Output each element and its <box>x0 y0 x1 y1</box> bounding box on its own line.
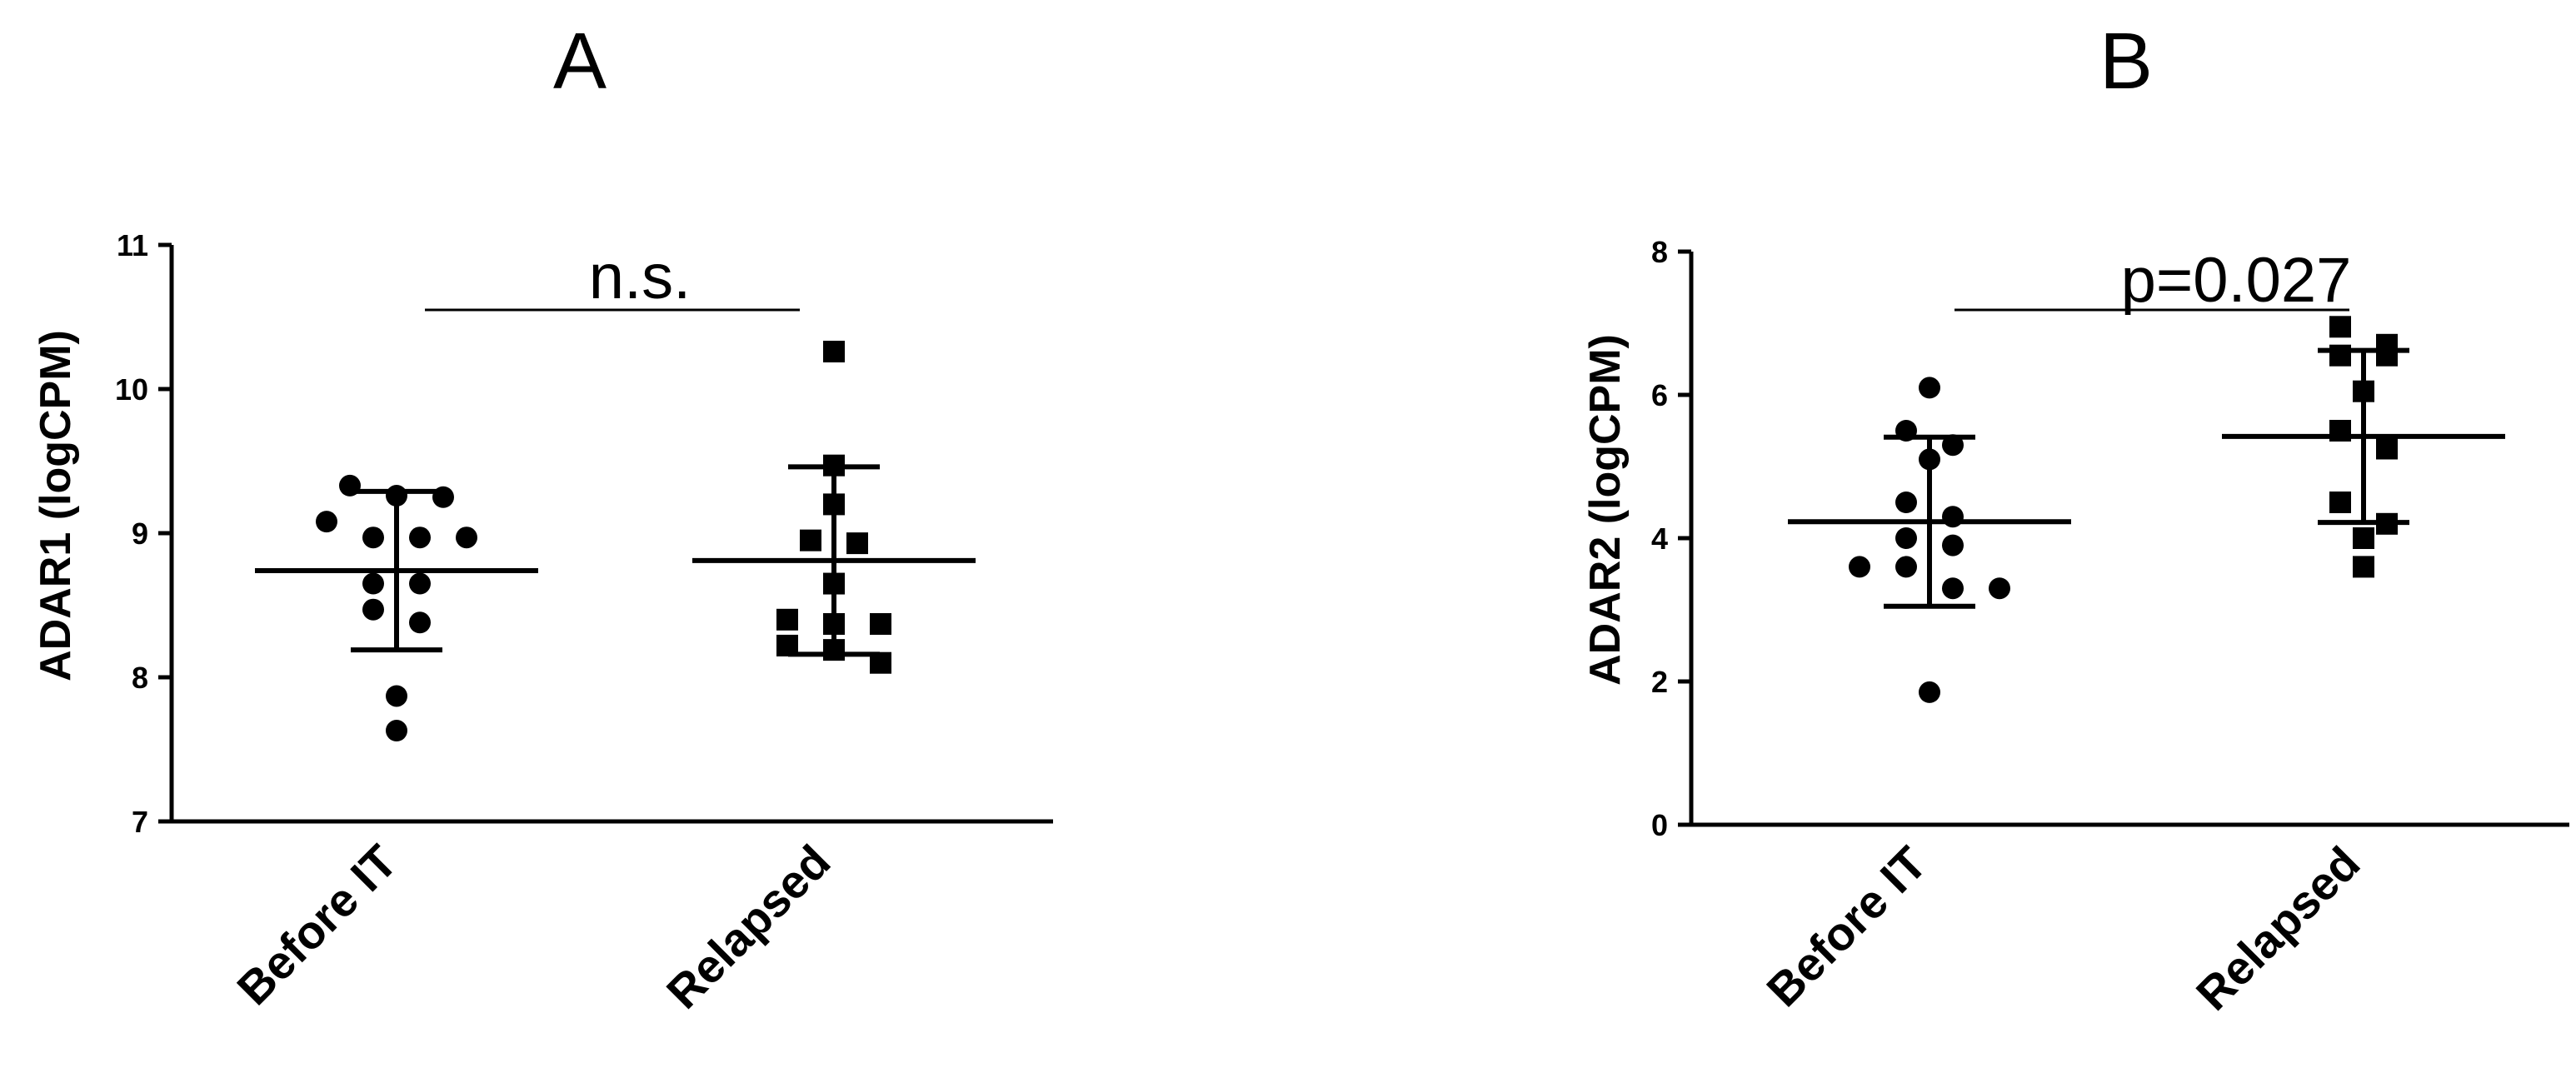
panel-b-tick-label: 0 <box>1651 808 1668 842</box>
data-point <box>1895 420 1917 442</box>
data-point <box>2329 344 2351 367</box>
data-point <box>409 527 431 549</box>
panel-a: A ADAR1 (logCPM) 7 8 9 10 11 Before IT R… <box>32 17 1053 1019</box>
data-point <box>2376 512 2398 535</box>
data-point <box>1895 492 1917 513</box>
data-point <box>1919 377 1940 399</box>
data-point <box>409 611 431 634</box>
data-point <box>823 493 845 516</box>
data-point <box>776 634 798 656</box>
data-point <box>362 598 384 621</box>
data-point <box>2329 420 2351 442</box>
data-point <box>823 341 845 363</box>
panel-a-significance-label: n.s. <box>589 242 691 312</box>
data-point <box>776 608 798 631</box>
panel-a-tick-label: 7 <box>132 805 148 839</box>
data-point <box>409 572 431 595</box>
data-point <box>339 474 361 497</box>
data-point <box>432 486 454 508</box>
panel-b: B ADAR2 (logCPM) 0 2 4 6 8 Before IT Rel… <box>1581 17 2569 1021</box>
panel-b-tick-label: 2 <box>1651 665 1668 699</box>
data-point <box>870 612 891 635</box>
data-point <box>362 572 384 595</box>
panel-b-y-axis-title: ADAR2 (logCPM) <box>1581 334 1630 686</box>
panel-a-y-axis-title: ADAR1 (logCPM) <box>32 330 80 681</box>
data-point <box>823 612 845 635</box>
data-point <box>1942 534 1964 556</box>
data-point <box>823 454 845 477</box>
panel-a-y-axis: 7 8 9 10 11 <box>115 228 1053 839</box>
data-point <box>2353 380 2374 402</box>
data-point <box>1919 681 1940 703</box>
data-point <box>1895 527 1917 549</box>
panel-a-category-label: Before IT <box>227 835 407 1015</box>
panel-b-letter: B <box>2099 17 2153 106</box>
panel-b-category-label: Relapsed <box>2186 836 2370 1021</box>
panel-a-category-label: Relapsed <box>656 835 841 1019</box>
panel-b-tick-label: 8 <box>1651 235 1668 269</box>
panel-b-tick-label: 6 <box>1651 378 1668 412</box>
data-point <box>1989 577 2010 600</box>
data-point <box>823 639 845 661</box>
data-point <box>2376 344 2398 367</box>
data-point <box>386 720 407 742</box>
panel-b-data-marks <box>1788 316 2505 703</box>
data-point <box>2353 527 2374 549</box>
panel-a-tick-label: 9 <box>132 517 148 551</box>
data-point <box>2353 556 2374 578</box>
panel-b-category-label: Before IT <box>1756 836 1936 1016</box>
data-point <box>823 572 845 595</box>
data-point <box>386 685 407 707</box>
data-point <box>1942 577 1964 600</box>
data-point <box>1942 506 1964 528</box>
data-point <box>1942 434 1964 457</box>
panel-a-tick-label: 10 <box>115 372 148 407</box>
panel-a-data-marks <box>255 341 976 742</box>
panel-b-significance-label: p=0.027 <box>2121 245 2352 316</box>
data-point <box>1849 556 1870 578</box>
panel-a-tick-label: 11 <box>117 228 148 262</box>
data-point <box>362 527 384 549</box>
data-point <box>800 529 821 551</box>
data-point <box>1919 448 1940 471</box>
panel-a-letter: A <box>553 17 607 106</box>
data-point <box>846 532 868 555</box>
data-point <box>386 485 407 507</box>
panel-b-tick-label: 4 <box>1651 522 1668 556</box>
data-point <box>2329 316 2351 338</box>
data-point <box>316 511 337 533</box>
data-point <box>456 527 477 549</box>
data-point <box>2376 437 2398 460</box>
data-point <box>870 651 891 674</box>
panel-b-y-axis: 0 2 4 6 8 <box>1651 235 2569 842</box>
data-point <box>2329 492 2351 513</box>
data-point <box>1895 556 1917 578</box>
panel-a-tick-label: 8 <box>132 661 148 695</box>
